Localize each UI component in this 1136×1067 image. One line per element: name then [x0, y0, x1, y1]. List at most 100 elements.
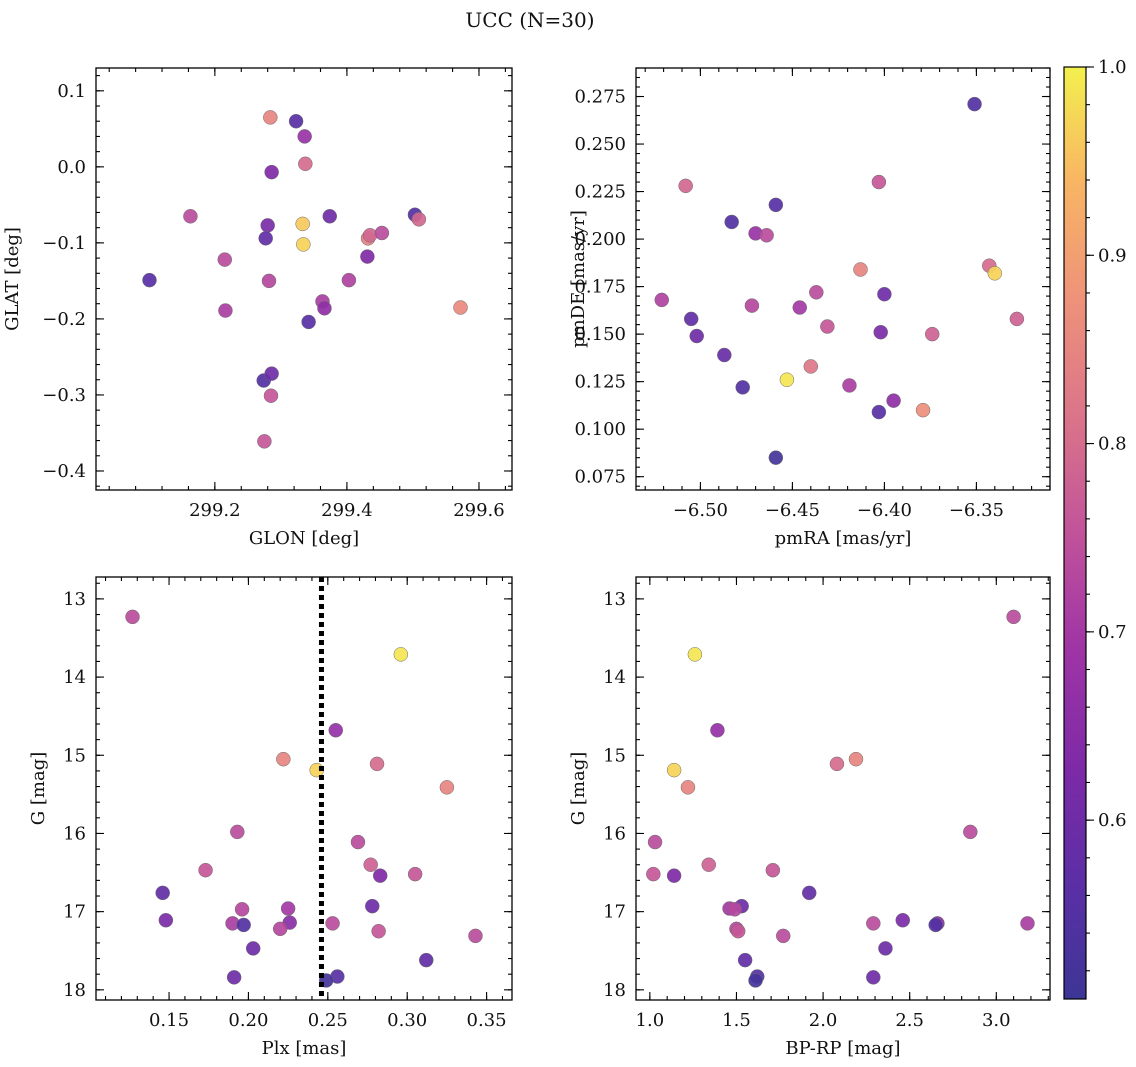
data-point: [829, 756, 845, 772]
data-point: [710, 722, 725, 738]
data-point: [393, 647, 409, 662]
data-point: [737, 952, 753, 968]
x-tick-label: −6.45: [765, 500, 820, 521]
subplot-3: 0.15 0.20 0.25 0.30 0.35 13 14 15 16 17 18 Plx [mas…: [28, 576, 513, 1059]
data-point: [792, 300, 808, 315]
scatter-points: [654, 96, 1025, 465]
data-point: [439, 780, 455, 795]
data-point: [915, 402, 931, 418]
data-point: [263, 110, 278, 125]
scatter-points: [646, 609, 1035, 988]
y-axis-label: G [mag]: [568, 752, 589, 825]
y-tick-label: 13: [63, 589, 86, 610]
x-axis-label: Plx [mas]: [262, 1038, 347, 1059]
subplot-2: −6.50 −6.45 −6.40 −6.35 0.075 0.100 0.125 0.150…: [568, 67, 1051, 549]
data-point: [775, 928, 791, 944]
colorbar-gradient: [1063, 66, 1087, 1000]
data-point: [678, 178, 693, 194]
colorbar-tick-label: 0.8: [1098, 434, 1127, 455]
y-tick-label: 14: [603, 667, 626, 688]
y-tick-label: 0.150: [574, 324, 626, 345]
y-tick-label: 17: [63, 902, 86, 923]
y-tick-label: 0.125: [574, 372, 626, 393]
y-tick-label: 0.1: [57, 81, 86, 102]
data-point: [350, 834, 366, 850]
data-point: [360, 249, 375, 264]
y-axis-label: G [mag]: [28, 752, 49, 825]
data-point: [295, 216, 310, 232]
plot-frame: [95, 67, 513, 491]
data-point: [257, 434, 272, 449]
data-point: [301, 314, 316, 330]
y-tick-label: 0.175: [574, 277, 626, 298]
colorbar-tick-label: 0.9: [1098, 245, 1127, 266]
data-point: [297, 129, 312, 144]
data-point: [363, 857, 378, 872]
y-tick-label: −0.4: [42, 461, 86, 482]
data-point: [759, 228, 774, 243]
data-point: [803, 359, 819, 374]
data-point: [666, 868, 682, 883]
data-point: [871, 174, 887, 190]
data-point: [365, 898, 380, 914]
data-point: [848, 751, 864, 767]
plot-frame: [635, 67, 1051, 491]
x-tick-label: 2.0: [809, 1010, 838, 1031]
data-point: [230, 824, 245, 840]
x-tick-label: 0.25: [308, 1010, 348, 1031]
data-point: [963, 824, 978, 840]
data-point: [877, 286, 892, 302]
data-point: [280, 901, 296, 916]
data-point: [727, 902, 742, 917]
data-point: [689, 328, 704, 344]
data-point: [768, 197, 784, 213]
data-point: [801, 885, 817, 901]
x-axis-label: GLON [deg]: [249, 528, 359, 549]
data-point: [1020, 916, 1035, 931]
data-point: [866, 970, 881, 985]
data-point: [198, 862, 213, 878]
y-tick-label: −0.2: [42, 309, 86, 330]
data-point: [218, 303, 233, 318]
data-point: [264, 366, 279, 381]
data-point: [276, 751, 291, 767]
data-point: [871, 404, 887, 420]
data-point: [967, 96, 982, 112]
data-point: [217, 252, 233, 267]
y-tick-label: 0.275: [574, 87, 626, 108]
x-tick-label: 2.5: [895, 1010, 924, 1031]
data-point: [878, 941, 893, 956]
data-point: [288, 113, 304, 129]
data-point: [987, 266, 1003, 281]
x-tick-label: −6.50: [673, 500, 728, 521]
data-point: [683, 311, 699, 327]
data-point: [654, 292, 670, 308]
data-point: [411, 212, 427, 227]
x-tick-label: 1.5: [722, 1010, 751, 1031]
x-tick-label: 0.20: [228, 1010, 268, 1031]
y-tick-label: 0.250: [574, 134, 626, 155]
data-point: [779, 372, 795, 387]
data-point: [765, 862, 781, 878]
data-point: [895, 912, 911, 928]
data-point: [735, 380, 750, 395]
data-point: [724, 214, 739, 230]
y-tick-label: 0.0: [57, 157, 86, 178]
y-tick-label: 15: [63, 745, 86, 766]
x-tick-label: 299.6: [453, 500, 505, 521]
x-tick-label: 299.2: [189, 500, 241, 521]
data-point: [468, 928, 483, 944]
scatter-points: [142, 110, 468, 449]
colorbar-tick-label: 0.7: [1098, 622, 1127, 643]
x-tick-label: −6.40: [857, 500, 912, 521]
data-point: [183, 209, 198, 224]
data-point: [1006, 609, 1021, 625]
data-point: [647, 834, 663, 850]
x-axis-label: pmRA [mas/yr]: [775, 528, 912, 549]
figure-title: UCC (N=30): [465, 8, 594, 32]
data-point: [853, 262, 868, 277]
x-tick-label: 0.35: [467, 1010, 507, 1031]
data-point: [820, 319, 835, 334]
x-tick-label: 0.30: [387, 1010, 427, 1031]
data-point: [687, 647, 703, 662]
